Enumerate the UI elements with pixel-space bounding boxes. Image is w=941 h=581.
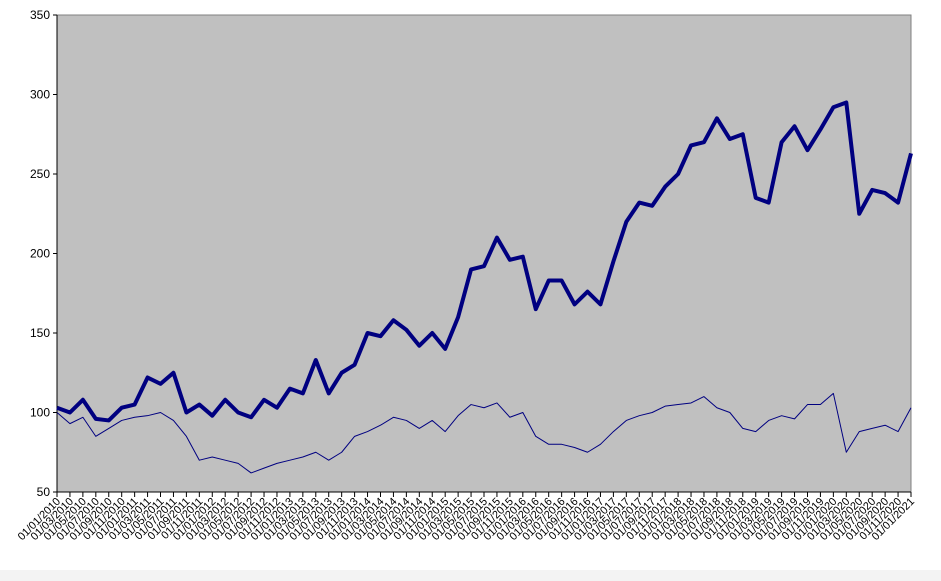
y-tick-label: 300	[30, 88, 50, 102]
series-line	[56, 100, 913, 423]
y-tick-label: 200	[30, 247, 50, 261]
y-tick-label: 150	[30, 326, 50, 340]
y-tick-label: 350	[30, 8, 50, 22]
series-line	[56, 392, 912, 474]
y-tick-label: 50	[37, 485, 51, 499]
y-tick-label: 100	[30, 406, 50, 420]
plot-area	[56, 14, 912, 493]
y-tick-label: 250	[30, 167, 50, 181]
